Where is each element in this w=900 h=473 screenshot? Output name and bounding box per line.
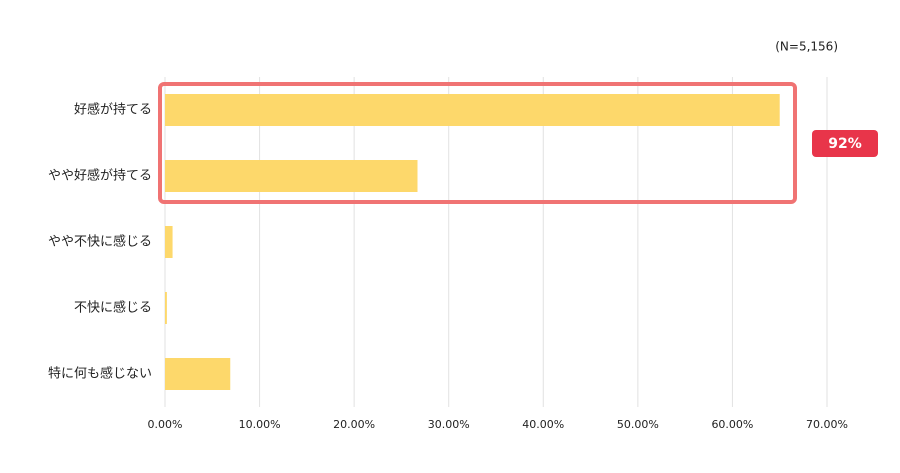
x-tick-label: 50.00% [617,418,659,431]
sample-size: (N=5,156) [775,40,838,54]
y-tick-label: 特に何も感じない [48,366,152,382]
x-tick-label: 60.00% [711,418,753,431]
x-tick-label: 10.00% [239,418,281,431]
bar [165,226,173,258]
x-tick-label: 30.00% [428,418,470,431]
badge-label: 92% [828,136,862,152]
bar [165,94,780,126]
bar [165,358,231,390]
highlight-box [158,82,797,204]
x-tick-label: 70.00% [806,418,848,431]
x-tick-label: 20.00% [333,418,375,431]
y-tick-label: 好感が持てる [74,102,152,118]
y-tick-label: やや不快に感じる [48,234,152,250]
badge [812,130,878,157]
bar [165,292,167,324]
y-tick-label: やや好感が持てる [48,168,152,184]
x-tick-label: 40.00% [522,418,564,431]
bar [165,160,418,192]
x-tick-label: 0.00% [148,418,183,431]
y-tick-label: 不快に感じる [74,300,152,316]
